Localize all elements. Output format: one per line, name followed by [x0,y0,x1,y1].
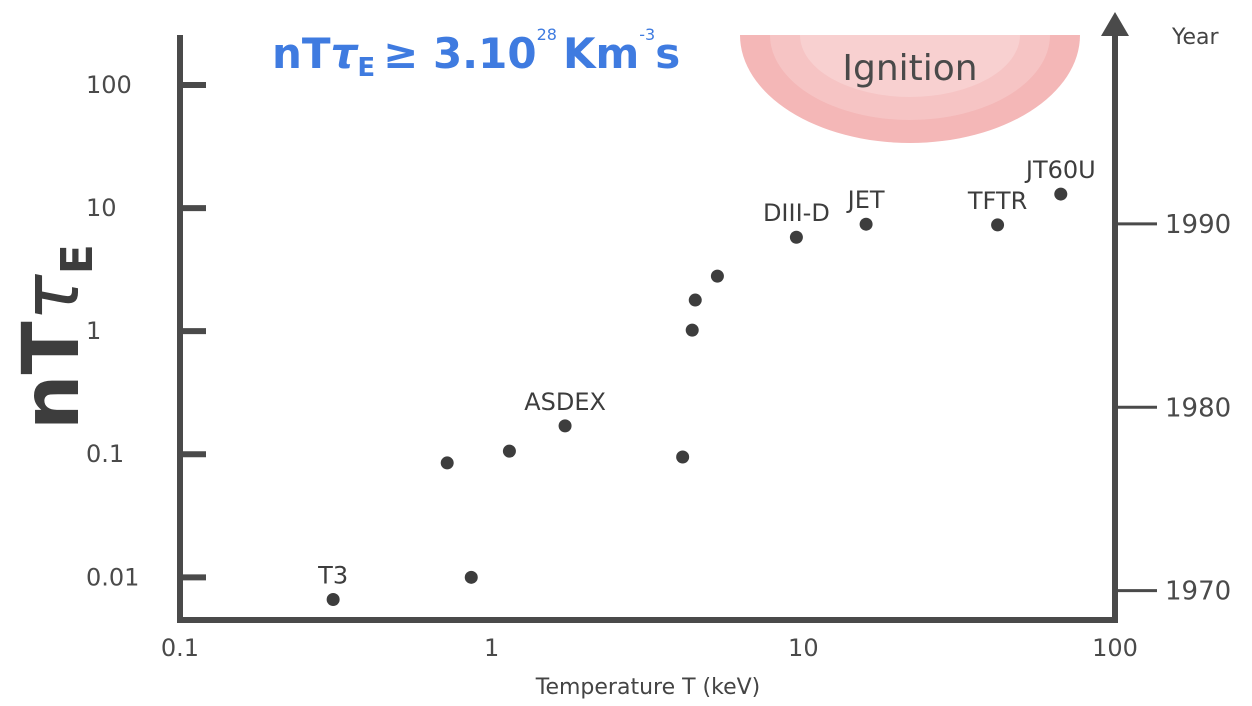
point [789,230,803,244]
point-label: JET [846,186,885,214]
point-label: TFTR [967,187,1027,215]
point [558,419,572,433]
y-tick-label: 0.1 [86,440,124,468]
y-tick-label: 10 [86,194,117,222]
y-label-part: τ [7,273,97,321]
y-label-part: nT [7,321,97,430]
point [440,456,454,470]
title-part: nT [272,29,331,78]
chart-title: nTτE ≥ 3.1028 Km-3s [272,25,680,83]
y2-tick-label: 1970 [1165,577,1231,607]
title-part: ≥ 3.10 [383,29,536,78]
point-label: JT60U [1024,156,1096,184]
y2-tick-label: 1990 [1165,210,1231,240]
point [326,593,340,607]
ignition-ring [800,35,1020,97]
y-tick-label: 1 [86,317,101,345]
point [676,450,690,464]
point [859,217,873,231]
y2-tick-label: 1980 [1165,393,1231,423]
x-tick-label: 1 [484,634,499,662]
x-axis-label: Temperature T (keV) [535,675,761,700]
title-part: -3 [639,25,655,44]
title-part: τ [331,29,360,78]
annotation: Ignition [842,48,977,89]
point [1054,187,1068,201]
y-tick-label: 0.01 [86,563,139,591]
x-tick-label: 10 [788,634,819,662]
point [991,218,1005,232]
point [502,444,516,458]
title-part: 28 [537,25,557,44]
point [685,323,699,337]
y-tick-label: 100 [86,71,132,99]
y2-axis-label: Year [1171,25,1220,50]
title-part: E [357,53,375,83]
x-tick-label: 100 [1092,634,1138,662]
axis-arrow [1101,12,1129,36]
y-axis-label: nTτE [7,244,103,430]
point-label: T3 [317,562,348,590]
point [710,269,724,283]
y-label-part: E [52,244,103,274]
title-part: Km [563,29,639,78]
x-tick-label: 0.1 [161,634,199,662]
title-part: s [655,29,680,78]
point [464,570,478,584]
point-label: ASDEX [524,388,606,416]
point-label: DIII-D [763,199,830,227]
point [688,293,702,307]
